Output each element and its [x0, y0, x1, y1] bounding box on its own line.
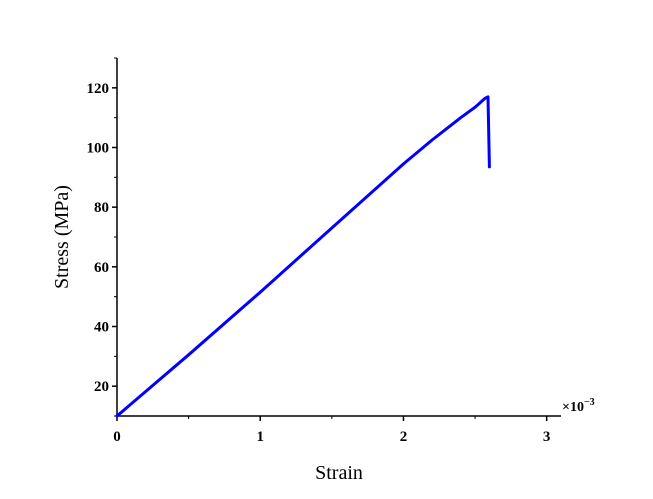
x-axis-multiplier-exponent: −3 [584, 397, 595, 408]
y-tick-label: 100 [87, 141, 110, 157]
y-tick-label: 20 [94, 379, 109, 395]
stress-strain-line [115, 95, 491, 418]
x-axis-multiplier: ×10−3 [562, 397, 595, 415]
y-tick-label: 60 [94, 260, 109, 276]
y-axis-title: Stress (MPa) [51, 185, 73, 289]
y-tick-label: 120 [87, 81, 110, 97]
x-axis-multiplier-base: ×10 [562, 400, 584, 415]
y-axis: 20 40 60 80 100 120 [87, 57, 118, 417]
series-layer [115, 95, 491, 418]
x-tick-label: 2 [400, 429, 408, 445]
x-axis-title: Strain [315, 462, 363, 484]
x-tick-label: 1 [256, 429, 264, 445]
x-axis: 0 1 2 3 [113, 415, 561, 445]
x-tick-label: 0 [113, 429, 121, 445]
y-tick-label: 40 [94, 320, 109, 336]
y-tick-label: 80 [94, 200, 109, 216]
x-tick-label: 3 [543, 429, 551, 445]
